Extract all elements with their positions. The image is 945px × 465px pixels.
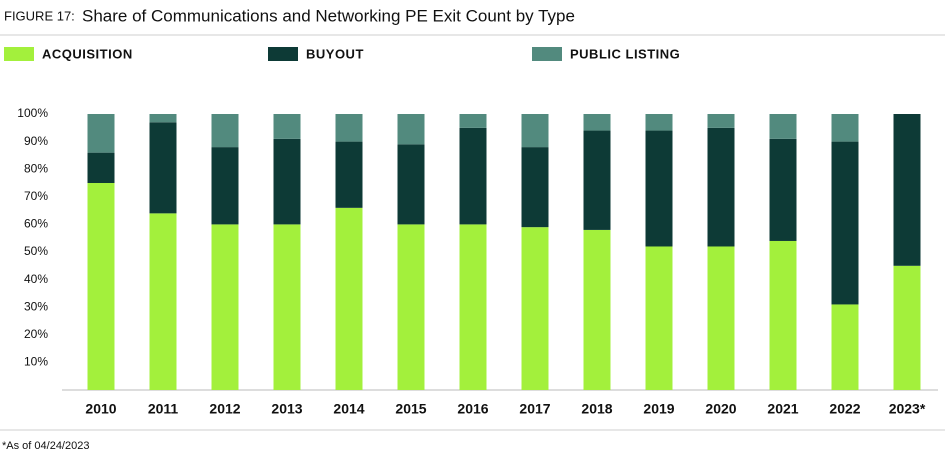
bar-segment — [645, 246, 673, 390]
bar-segment — [211, 147, 239, 225]
bar-segment — [707, 246, 735, 390]
bar-segment — [459, 127, 487, 225]
bar-segment — [397, 144, 425, 225]
bar-segment — [87, 183, 115, 390]
y-tick-label: 40% — [24, 272, 48, 286]
legend-swatch — [268, 47, 298, 61]
bar-segment — [397, 224, 425, 390]
x-tick-label: 2012 — [209, 401, 240, 417]
bar-segment — [273, 138, 301, 225]
bar-segment — [707, 114, 735, 128]
bar-segment — [149, 114, 177, 123]
bar-segment — [769, 240, 797, 390]
bar-segment — [273, 114, 301, 139]
y-tick-label: 60% — [24, 217, 48, 231]
bar-segment — [583, 114, 611, 131]
chart-title: Share of Communications and Networking P… — [82, 6, 575, 25]
bar-segment — [87, 152, 115, 183]
x-tick-label: 2019 — [643, 401, 674, 417]
y-tick-label: 10% — [24, 355, 48, 369]
y-tick-label: 100% — [17, 106, 48, 120]
bar-segment — [707, 127, 735, 247]
bar-segment — [149, 213, 177, 390]
x-tick-label: 2018 — [581, 401, 612, 417]
bar-segment — [645, 130, 673, 247]
bar-segment — [769, 138, 797, 241]
bar-segment — [831, 114, 859, 142]
bar-segment — [335, 207, 363, 390]
legend-label: BUYOUT — [306, 46, 364, 61]
legend-label: ACQUISITION — [42, 46, 133, 61]
x-tick-label: 2021 — [767, 401, 798, 417]
bar-segment — [583, 229, 611, 390]
footnote: *As of 04/24/2023 — [2, 440, 89, 452]
bar-segment — [831, 304, 859, 390]
x-tick-label: 2017 — [519, 401, 550, 417]
bar-segment — [273, 224, 301, 390]
y-tick-label: 20% — [24, 327, 48, 341]
x-tick-label: 2011 — [148, 401, 179, 417]
x-tick-label: 2010 — [85, 401, 116, 417]
bar-segment — [397, 114, 425, 145]
y-tick-label: 70% — [24, 189, 48, 203]
x-tick-label: 2023* — [889, 401, 926, 417]
x-tick-label: 2014 — [333, 401, 364, 417]
bar-segment — [893, 265, 921, 390]
bar-segment — [87, 114, 115, 153]
x-tick-label: 2015 — [395, 401, 426, 417]
bar-segment — [521, 114, 549, 148]
legend-swatch — [532, 47, 562, 61]
bar-segment — [521, 147, 549, 228]
bar-segment — [893, 114, 921, 266]
bar-segment — [211, 114, 239, 148]
y-tick-label: 50% — [24, 244, 48, 258]
x-tick-label: 2022 — [829, 401, 860, 417]
bar-segment — [459, 224, 487, 390]
x-tick-label: 2016 — [457, 401, 488, 417]
bar-segment — [831, 141, 859, 305]
bar-segment — [459, 114, 487, 128]
y-tick-label: 80% — [24, 161, 48, 175]
bar-segment — [521, 227, 549, 390]
legend-swatch — [4, 47, 34, 61]
bar-segment — [149, 122, 177, 214]
bar-segment — [211, 224, 239, 390]
x-tick-label: 2020 — [705, 401, 736, 417]
figure-label: FIGURE 17: — [4, 8, 75, 23]
y-tick-label: 90% — [24, 134, 48, 148]
bar-segment — [335, 141, 363, 208]
x-tick-label: 2013 — [271, 401, 302, 417]
bar-segment — [583, 130, 611, 230]
bar-segment — [769, 114, 797, 139]
bar-segment — [335, 114, 363, 142]
y-tick-label: 30% — [24, 299, 48, 313]
bar-segment — [645, 114, 673, 131]
legend-label: PUBLIC LISTING — [570, 46, 680, 61]
